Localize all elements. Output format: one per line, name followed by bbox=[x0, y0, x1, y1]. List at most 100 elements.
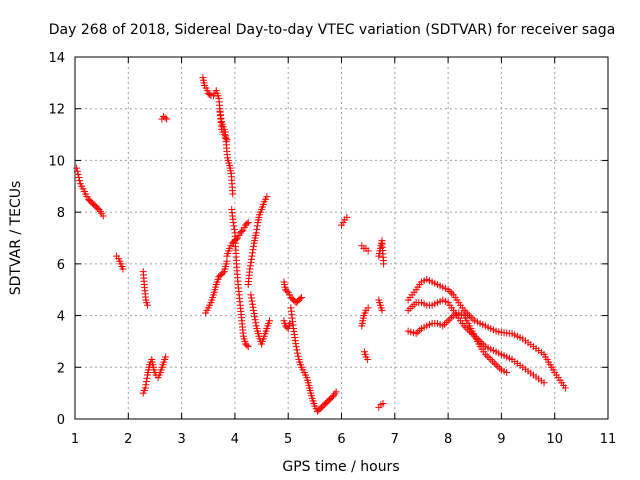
data-point bbox=[246, 262, 254, 270]
data-point bbox=[217, 111, 225, 119]
data-point bbox=[483, 352, 491, 360]
data-point bbox=[250, 306, 258, 314]
data-point bbox=[142, 381, 150, 389]
data-point bbox=[247, 259, 255, 267]
x-tick-label: 4 bbox=[231, 432, 239, 447]
data-point bbox=[253, 222, 261, 230]
data-point bbox=[74, 170, 82, 178]
data-point bbox=[99, 212, 107, 220]
data-point bbox=[416, 326, 424, 334]
grid-lines bbox=[75, 57, 608, 419]
data-point bbox=[489, 357, 497, 365]
data-point bbox=[76, 177, 84, 185]
chart-title: Day 268 of 2018, Sidereal Day-to-day VTE… bbox=[49, 22, 616, 38]
data-point bbox=[229, 218, 237, 226]
y-axis: 0 2 4 6 8 10 12 14 bbox=[48, 51, 608, 428]
data-point bbox=[243, 220, 251, 228]
y-tick-label: 10 bbox=[48, 154, 65, 169]
data-point bbox=[378, 306, 386, 314]
data-point bbox=[206, 90, 214, 98]
data-point bbox=[217, 114, 225, 122]
data-point bbox=[414, 328, 422, 336]
x-tick-label: 11 bbox=[600, 432, 617, 447]
data-point bbox=[462, 324, 470, 332]
data-point bbox=[248, 252, 256, 260]
data-point bbox=[250, 242, 258, 250]
data-point bbox=[263, 193, 271, 201]
data-point bbox=[298, 293, 306, 301]
data-point bbox=[487, 356, 495, 364]
x-tick-label: 9 bbox=[497, 432, 505, 447]
y-tick-label: 0 bbox=[57, 413, 65, 428]
data-point bbox=[364, 356, 372, 364]
data-point bbox=[141, 384, 149, 392]
x-tick-label: 3 bbox=[177, 432, 185, 447]
data-point bbox=[343, 213, 351, 221]
data-point bbox=[480, 341, 488, 349]
data-point bbox=[249, 303, 257, 311]
data-point bbox=[230, 222, 238, 230]
data-points bbox=[73, 74, 569, 415]
data-point bbox=[73, 167, 81, 175]
data-point bbox=[230, 225, 238, 233]
y-axis-label: SDTVAR / TECUs bbox=[8, 181, 24, 296]
data-point bbox=[244, 218, 252, 226]
data-point bbox=[464, 325, 472, 333]
data-point bbox=[442, 318, 450, 326]
data-point bbox=[250, 310, 258, 318]
data-point bbox=[247, 294, 255, 302]
data-point bbox=[216, 107, 224, 115]
data-point bbox=[243, 341, 251, 349]
x-axis-label: GPS time / hours bbox=[282, 459, 399, 475]
data-point bbox=[248, 297, 256, 305]
data-point bbox=[467, 313, 475, 321]
data-point bbox=[490, 359, 498, 367]
data-point bbox=[286, 319, 294, 327]
data-point bbox=[446, 287, 454, 295]
data-point bbox=[161, 114, 169, 122]
y-tick-label: 6 bbox=[57, 258, 65, 273]
data-point bbox=[75, 173, 83, 181]
data-point bbox=[143, 374, 151, 382]
data-point bbox=[464, 310, 472, 318]
data-point bbox=[444, 286, 452, 294]
data-point bbox=[251, 313, 259, 321]
data-point bbox=[247, 291, 255, 299]
data-point bbox=[332, 388, 340, 396]
x-axis: 1 2 3 4 5 6 7 8 9 10 11 bbox=[71, 57, 616, 447]
x-tick-label: 2 bbox=[124, 432, 132, 447]
data-point bbox=[379, 399, 387, 407]
data-point bbox=[448, 289, 456, 297]
data-point bbox=[252, 319, 260, 327]
data-point bbox=[251, 316, 259, 324]
data-point bbox=[232, 235, 240, 243]
data-point bbox=[219, 269, 227, 277]
y-tick-label: 12 bbox=[48, 103, 65, 118]
data-point bbox=[283, 287, 291, 295]
x-tick-label: 8 bbox=[444, 432, 452, 447]
y-tick-label: 2 bbox=[57, 361, 65, 376]
data-point bbox=[266, 317, 274, 325]
data-point bbox=[540, 379, 548, 387]
data-point bbox=[503, 368, 511, 376]
data-point bbox=[481, 350, 489, 358]
data-point bbox=[246, 265, 254, 273]
data-point bbox=[448, 313, 456, 321]
data-point bbox=[229, 190, 237, 198]
data-point bbox=[163, 115, 171, 123]
data-point bbox=[73, 164, 81, 172]
data-point bbox=[462, 308, 470, 316]
data-point bbox=[439, 322, 447, 330]
data-point bbox=[444, 317, 452, 325]
data-point bbox=[446, 315, 454, 323]
y-tick-label: 8 bbox=[57, 206, 65, 221]
data-point bbox=[248, 249, 256, 257]
data-point bbox=[142, 378, 150, 386]
data-point bbox=[244, 343, 252, 351]
data-point bbox=[119, 265, 127, 273]
x-tick-label: 7 bbox=[391, 432, 399, 447]
x-tick-label: 10 bbox=[546, 432, 563, 447]
x-tick-label: 6 bbox=[337, 432, 345, 447]
data-point bbox=[294, 349, 302, 357]
